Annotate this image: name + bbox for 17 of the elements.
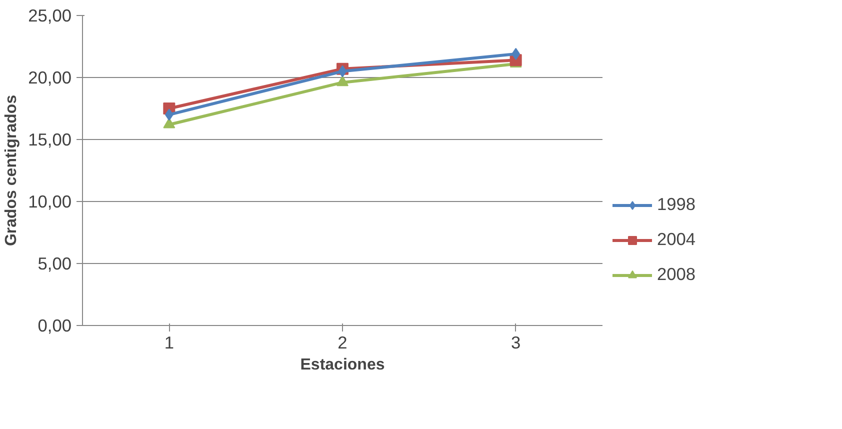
- y-tick-label: 10,00: [28, 192, 72, 212]
- point: [338, 65, 347, 78]
- x-tick-label: 2: [338, 332, 348, 352]
- y-tick-label: 25,00: [28, 6, 72, 26]
- y-tick-label: 0,00: [38, 316, 72, 336]
- x-tick-label: 3: [511, 332, 521, 352]
- legend-label: 1998: [657, 194, 696, 215]
- x-tick-label: 1: [164, 332, 174, 352]
- y-tick-label: 15,00: [28, 130, 72, 150]
- point: [336, 76, 348, 86]
- y-tick-label: 5,00: [38, 254, 72, 274]
- point: [163, 118, 176, 128]
- y-axis-title: Grados centigrados: [3, 94, 20, 246]
- y-tick-label: 20,00: [28, 68, 72, 88]
- x-axis-title: Estaciones: [300, 356, 385, 374]
- legend-label: 2008: [657, 264, 696, 285]
- legend-label: 2004: [657, 229, 696, 250]
